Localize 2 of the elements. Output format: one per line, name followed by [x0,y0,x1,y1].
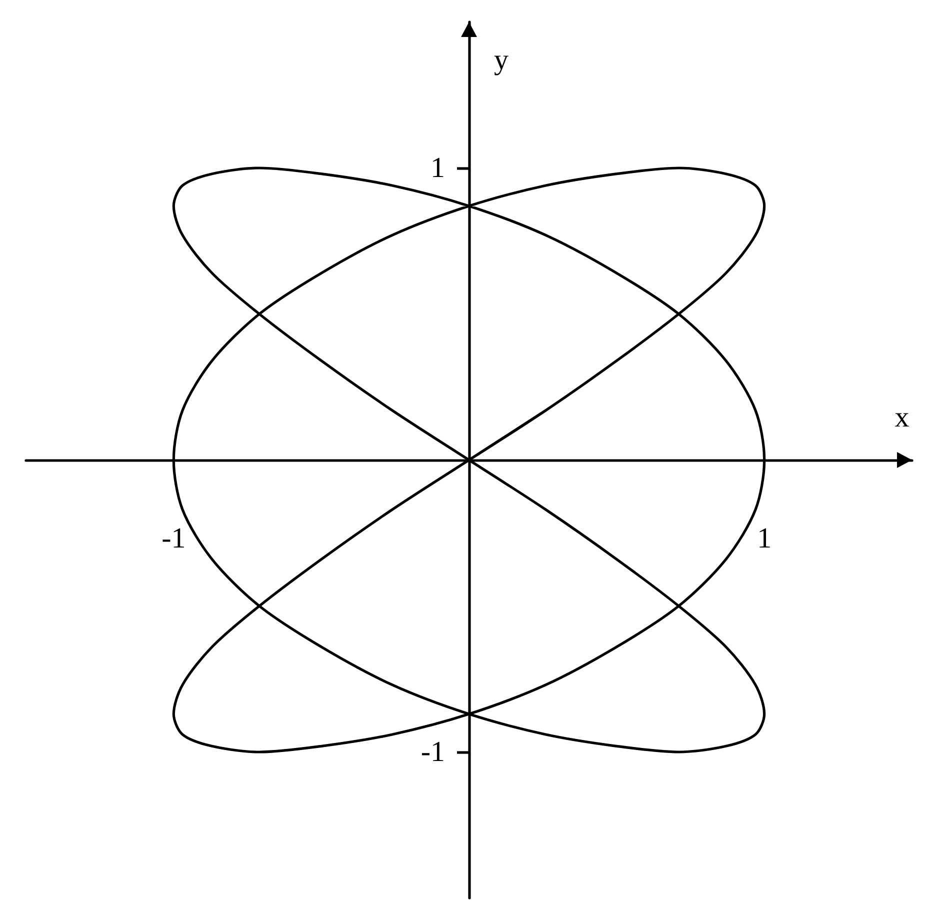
y-axis-title: y [494,44,509,76]
x-axis-title: x [894,402,910,434]
